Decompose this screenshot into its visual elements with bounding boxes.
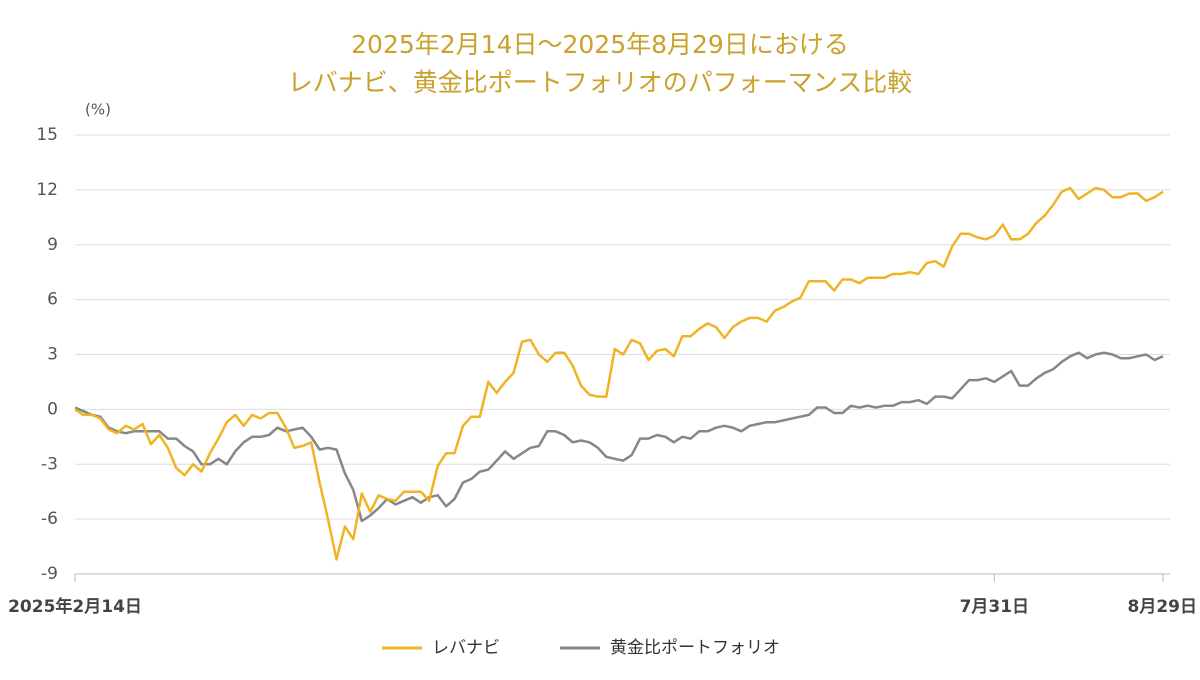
y-tick-label: -3 bbox=[41, 454, 58, 474]
legend-label: 黄金比ポートフォリオ bbox=[610, 638, 780, 658]
y-tick-label: 9 bbox=[47, 235, 58, 255]
y-axis-label: (%) bbox=[85, 101, 111, 119]
x-tick-label: 2025年2月14日 bbox=[8, 596, 142, 617]
y-tick-label: 12 bbox=[36, 180, 58, 200]
x-tick-label: 7月31日 bbox=[960, 597, 1030, 617]
chart-title: レバナビ、黄金比ポートフォリオのパフォーマンス比較 bbox=[288, 68, 913, 97]
chart-title: 2025年2月14日〜2025年8月29日における bbox=[351, 30, 849, 59]
y-tick-label: 6 bbox=[47, 290, 58, 310]
y-tick-label: -9 bbox=[41, 564, 58, 584]
x-tick-label: 8月29日 bbox=[1128, 597, 1198, 617]
series-line bbox=[74, 186, 1164, 561]
y-tick-label: 3 bbox=[47, 345, 58, 365]
y-tick-label: 0 bbox=[47, 399, 58, 419]
legend-label: レバナビ bbox=[432, 638, 500, 658]
y-tick-label: -6 bbox=[41, 509, 58, 529]
series-line bbox=[74, 351, 1164, 523]
y-tick-label: 15 bbox=[36, 125, 58, 145]
